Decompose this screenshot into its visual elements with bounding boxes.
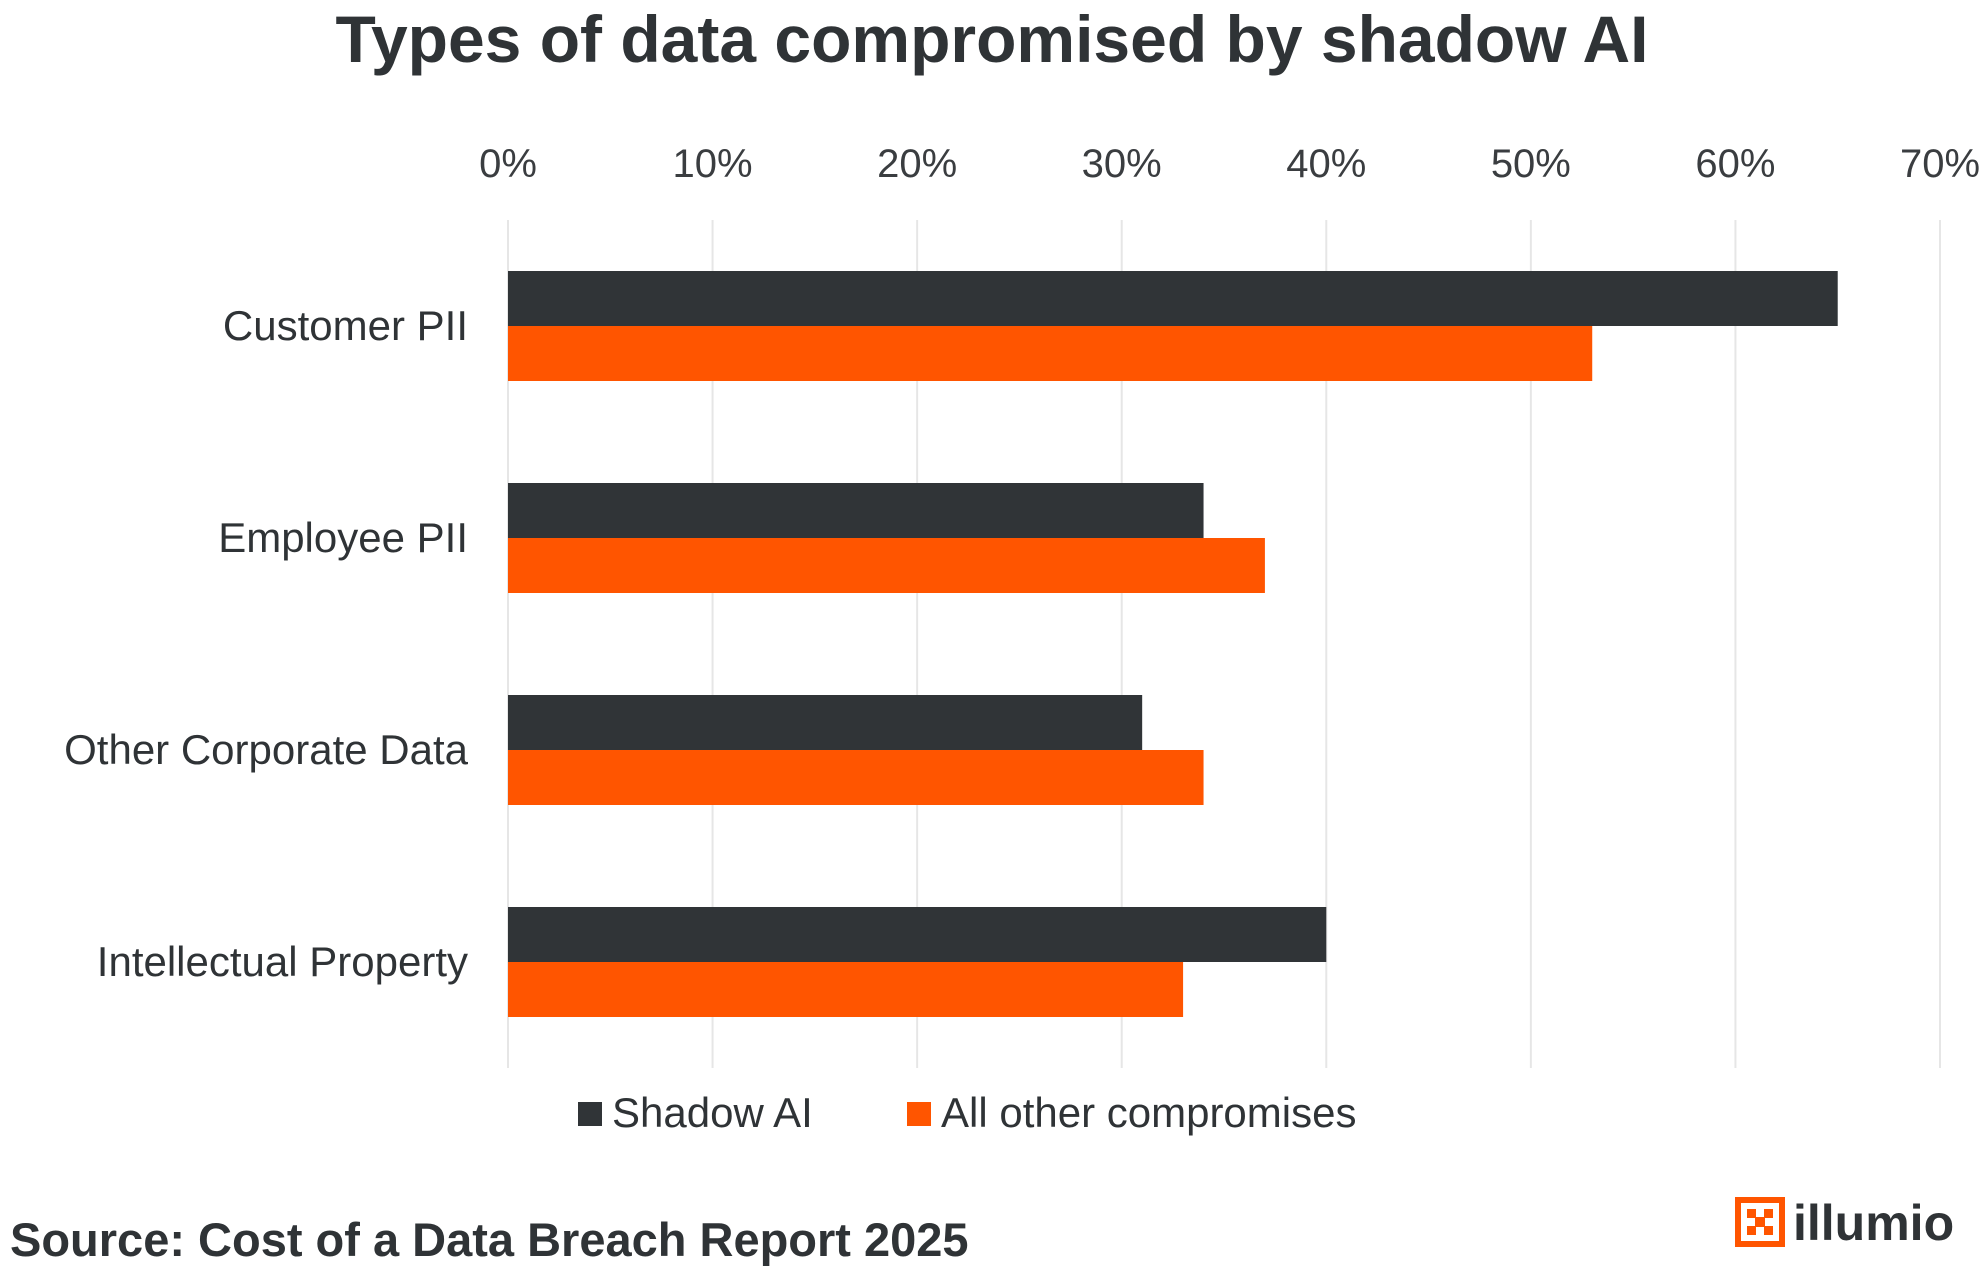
- x-tick-label: 0%: [479, 142, 537, 186]
- bar-all-other-compromises: [508, 962, 1184, 1017]
- illumio-logo-icon: [1735, 1197, 1785, 1247]
- bar-shadow-ai: [508, 695, 1143, 750]
- legend-item: All other compromises: [907, 1089, 1356, 1136]
- legend-item: Shadow AI: [578, 1089, 813, 1136]
- bar-shadow-ai: [508, 483, 1204, 538]
- category-label: Employee PII: [218, 514, 468, 561]
- x-tick-label: 10%: [673, 142, 753, 186]
- brand-logo: illumio: [1735, 1195, 1954, 1251]
- legend: Shadow AI All other compromises: [578, 1089, 1356, 1136]
- legend-label: Shadow AI: [612, 1089, 813, 1136]
- x-tick-label: 30%: [1082, 142, 1162, 186]
- brand-name: illumio: [1793, 1195, 1954, 1251]
- bars: [508, 271, 1838, 1017]
- legend-swatch: [578, 1102, 602, 1126]
- legend-label: All other compromises: [941, 1089, 1356, 1136]
- category-labels: Customer PII Employee PII Other Corporate …: [64, 302, 469, 985]
- x-axis-ticks: 0% 10% 20% 30% 40% 50% 60% 70%: [479, 142, 1980, 186]
- source-note: Source: Cost of a Data Breach Report 202…: [10, 1213, 969, 1266]
- chart-title: Types of data compromised by shadow AI: [336, 2, 1649, 76]
- category-label: Customer PII: [223, 302, 468, 349]
- bar-all-other-compromises: [508, 750, 1204, 805]
- x-tick-label: 40%: [1286, 142, 1366, 186]
- category-label: Intellectual Property: [97, 938, 468, 985]
- bar-all-other-compromises: [508, 326, 1593, 381]
- x-tick-label: 60%: [1695, 142, 1775, 186]
- category-label: Other Corporate Data: [64, 726, 469, 773]
- x-tick-label: 20%: [877, 142, 957, 186]
- x-tick-label: 70%: [1900, 142, 1980, 186]
- bar-all-other-compromises: [508, 538, 1265, 593]
- bar-shadow-ai: [508, 271, 1838, 326]
- x-tick-label: 50%: [1491, 142, 1571, 186]
- bar-shadow-ai: [508, 907, 1327, 962]
- legend-swatch: [907, 1102, 931, 1126]
